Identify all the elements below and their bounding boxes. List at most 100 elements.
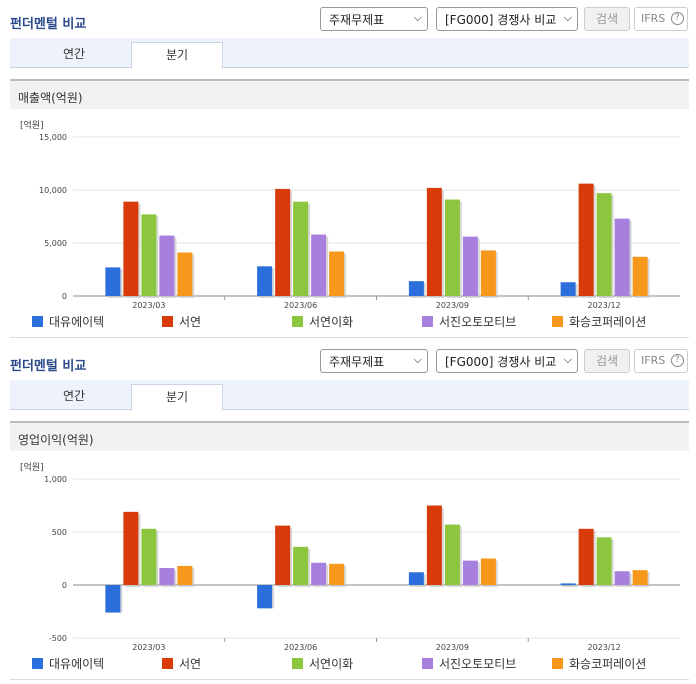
ifrs-help-button[interactable]: IFRS ?: [634, 349, 688, 373]
y-tick-label: 0: [62, 581, 67, 590]
bar[interactable]: [408, 572, 424, 585]
bar-shadow: [562, 585, 578, 587]
legend-label: 서연이화: [309, 315, 354, 329]
bar[interactable]: [123, 201, 139, 296]
bar[interactable]: [141, 214, 157, 296]
bar[interactable]: [444, 524, 460, 585]
panel-title: 펀더멘털 비교: [10, 359, 87, 374]
legend-item[interactable]: 대유에이텍: [32, 655, 104, 672]
bar[interactable]: [632, 256, 648, 296]
y-tick-label: 0: [62, 292, 67, 301]
legend-item[interactable]: 서진오토모티브: [422, 313, 516, 330]
x-tick-label: 2023/03: [132, 643, 165, 652]
bar[interactable]: [159, 568, 175, 585]
bar[interactable]: [257, 266, 273, 296]
chevron-down-icon: ⌵: [413, 11, 422, 24]
y-tick-label: 5,000: [44, 239, 67, 248]
tab-quarterly[interactable]: 분기: [131, 42, 223, 69]
bar[interactable]: [480, 250, 496, 296]
panel-header: 펀더멘털 비교 주재무제표 ⌵ [FG000] 경쟁사 비교 ⌵ 검색 IFRS…: [0, 0, 696, 38]
x-tick-label: 2023/09: [436, 301, 469, 310]
bar[interactable]: [408, 281, 424, 296]
bar[interactable]: [426, 187, 442, 296]
legend-label: 서진오토모티브: [439, 657, 517, 671]
compare-select[interactable]: [FG000] 경쟁사 비교 ⌵: [436, 7, 578, 31]
legend-swatch: [32, 658, 43, 669]
bar[interactable]: [257, 585, 273, 609]
revenue-bar-chart: 0 5,000 10,000 15,000 2023/03 2023/06 2023/09 2…: [39, 133, 680, 310]
x-tick-label: 2023/03: [132, 301, 165, 310]
y-tick-label: -500: [49, 634, 67, 643]
search-button[interactable]: 검색: [584, 7, 630, 31]
bar[interactable]: [141, 528, 157, 585]
panel-header: 펀더멘털 비교 주재무제표 ⌵ [FG000] 경쟁사 비교 ⌵ 검색 IFRS…: [0, 342, 696, 380]
legend-swatch: [162, 316, 173, 327]
report-type-select[interactable]: 주재무제표 ⌵: [320, 349, 428, 373]
bar[interactable]: [578, 183, 594, 296]
chevron-down-icon: ⌵: [563, 353, 572, 366]
legend-swatch: [162, 658, 173, 669]
bar[interactable]: [578, 528, 594, 585]
bar[interactable]: [177, 252, 193, 296]
y-tick-label: 500: [52, 528, 67, 537]
tab-quarterly[interactable]: 분기: [131, 384, 223, 411]
divider: [10, 679, 689, 680]
ifrs-label: IFRS: [641, 354, 666, 367]
legend-label: 서연이화: [309, 657, 354, 671]
bar[interactable]: [462, 560, 478, 585]
x-tick-label: 2023/09: [436, 643, 469, 652]
legend-label: 서진오토모티브: [439, 315, 517, 329]
bar[interactable]: [311, 234, 327, 296]
bar[interactable]: [596, 193, 612, 296]
search-button[interactable]: 검색: [584, 349, 630, 373]
legend-item[interactable]: 대유에이텍: [32, 313, 104, 330]
bar[interactable]: [596, 537, 612, 585]
bar[interactable]: [614, 218, 630, 296]
bar[interactable]: [123, 511, 139, 585]
x-tick-label: 2023/12: [588, 643, 621, 652]
compare-value: [FG000] 경쟁사 비교: [445, 355, 557, 369]
legend-item[interactable]: 서연이화: [292, 655, 353, 672]
bar[interactable]: [159, 235, 175, 296]
ifrs-label: IFRS: [641, 12, 666, 25]
legend-swatch: [422, 658, 433, 669]
legend-swatch: [292, 658, 303, 669]
bar[interactable]: [329, 563, 345, 585]
bar[interactable]: [614, 571, 630, 585]
bar[interactable]: [311, 562, 327, 585]
bar[interactable]: [275, 188, 291, 296]
legend-label: 서연: [179, 315, 202, 329]
help-icon: ?: [670, 12, 684, 25]
legend-item[interactable]: 화승코퍼레이션: [552, 313, 646, 330]
bar[interactable]: [560, 282, 576, 296]
bar[interactable]: [105, 585, 121, 613]
divider: [10, 337, 689, 338]
x-tick-label: 2023/12: [588, 301, 621, 310]
period-tabs: 연간 분기: [10, 38, 689, 69]
legend-item[interactable]: 서진오토모티브: [422, 655, 516, 672]
legend-item[interactable]: 서연: [162, 313, 201, 330]
bar[interactable]: [632, 570, 648, 585]
bar[interactable]: [293, 546, 309, 585]
bar[interactable]: [444, 199, 460, 296]
bar[interactable]: [426, 505, 442, 586]
x-tick-label: 2023/06: [284, 301, 317, 310]
bar[interactable]: [177, 565, 193, 585]
compare-value: [FG000] 경쟁사 비교: [445, 13, 557, 27]
legend-item[interactable]: 서연: [162, 655, 201, 672]
report-type-select[interactable]: 주재무제표 ⌵: [320, 7, 428, 31]
legend-item[interactable]: 서연이화: [292, 313, 353, 330]
ifrs-help-button[interactable]: IFRS ?: [634, 7, 688, 31]
bar[interactable]: [560, 583, 576, 585]
bar[interactable]: [275, 525, 291, 585]
compare-select[interactable]: [FG000] 경쟁사 비교 ⌵: [436, 349, 578, 373]
tab-annual[interactable]: 연간: [62, 389, 86, 403]
legend-item[interactable]: 화승코퍼레이션: [552, 655, 646, 672]
bar[interactable]: [105, 267, 121, 296]
bar[interactable]: [480, 558, 496, 586]
bar[interactable]: [462, 236, 478, 296]
bar[interactable]: [329, 251, 345, 296]
fundamental-panel-revenue: 펀더멘털 비교 주재무제표 ⌵ [FG000] 경쟁사 비교 ⌵ 검색 IFRS…: [0, 0, 696, 338]
tab-annual[interactable]: 연간: [62, 47, 86, 61]
bar[interactable]: [293, 201, 309, 296]
